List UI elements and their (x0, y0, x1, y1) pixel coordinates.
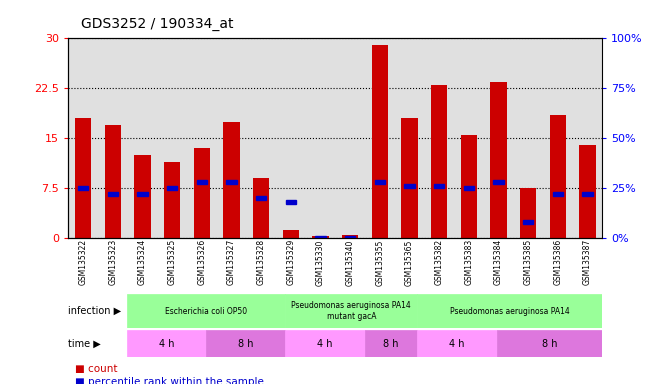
Bar (134, 155, 150, 238)
Bar (464, 186, 474, 190)
Bar (434, 184, 444, 189)
Bar (579, 145, 596, 238)
Bar (523, 220, 533, 224)
Bar (365, 330, 417, 357)
Bar (520, 188, 536, 238)
Bar (137, 192, 148, 197)
Bar (490, 82, 506, 238)
Bar (206, 330, 285, 357)
Bar (312, 236, 329, 238)
Text: GSM135384: GSM135384 (494, 239, 503, 285)
Text: 4 h: 4 h (449, 339, 465, 349)
Bar (105, 125, 121, 238)
Bar (256, 196, 266, 200)
Text: Escherichia coli OP50: Escherichia coli OP50 (165, 306, 247, 316)
Text: time ▶: time ▶ (68, 339, 101, 349)
Text: Pseudomonas aeruginosa PA14
mutant gacA: Pseudomonas aeruginosa PA14 mutant gacA (292, 301, 411, 321)
Text: GSM135324: GSM135324 (138, 239, 147, 285)
Bar (197, 180, 207, 184)
Text: GSM135365: GSM135365 (405, 239, 414, 286)
Text: GSM135385: GSM135385 (523, 239, 533, 285)
Bar (75, 118, 91, 238)
Bar (253, 178, 270, 238)
Bar (164, 162, 180, 238)
Bar (127, 330, 206, 357)
Text: infection ▶: infection ▶ (68, 306, 122, 316)
Bar (431, 85, 447, 238)
Bar (286, 200, 296, 204)
Text: 8 h: 8 h (383, 339, 398, 349)
Bar (345, 236, 355, 240)
Bar (493, 180, 504, 184)
Bar (223, 122, 240, 238)
Bar (549, 115, 566, 238)
Text: GSM135386: GSM135386 (553, 239, 562, 285)
Text: ■ percentile rank within the sample: ■ percentile rank within the sample (75, 377, 264, 384)
Text: GSM135322: GSM135322 (79, 239, 88, 285)
Text: 4 h: 4 h (159, 339, 174, 349)
Text: 4 h: 4 h (317, 339, 333, 349)
Bar (342, 235, 358, 238)
Text: GSM135326: GSM135326 (197, 239, 206, 285)
Text: 8 h: 8 h (542, 339, 557, 349)
Bar (374, 180, 385, 184)
Text: Pseudomonas aeruginosa PA14: Pseudomonas aeruginosa PA14 (450, 306, 570, 316)
Bar (404, 184, 415, 189)
Text: GSM135323: GSM135323 (108, 239, 117, 285)
Text: GSM135387: GSM135387 (583, 239, 592, 285)
Bar (582, 192, 592, 197)
Bar (460, 135, 477, 238)
Text: GSM135340: GSM135340 (346, 239, 355, 286)
Text: GSM135383: GSM135383 (464, 239, 473, 285)
Bar (193, 148, 210, 238)
Text: GSM135329: GSM135329 (286, 239, 296, 285)
Text: GDS3252 / 190334_at: GDS3252 / 190334_at (81, 17, 234, 31)
Bar (285, 294, 417, 328)
Text: GSM135382: GSM135382 (435, 239, 443, 285)
Bar (167, 186, 177, 190)
Bar (315, 236, 326, 240)
Text: 8 h: 8 h (238, 339, 253, 349)
Bar (78, 186, 89, 190)
Text: GSM135325: GSM135325 (168, 239, 176, 285)
Bar (417, 294, 602, 328)
Bar (553, 192, 563, 197)
Bar (401, 118, 417, 238)
Bar (127, 294, 285, 328)
Bar (497, 330, 602, 357)
Text: GSM135355: GSM135355 (375, 239, 384, 286)
Text: GSM135327: GSM135327 (227, 239, 236, 285)
Bar (417, 330, 497, 357)
Bar (227, 180, 237, 184)
Bar (285, 330, 365, 357)
Bar (372, 45, 388, 238)
Bar (283, 230, 299, 238)
Bar (107, 192, 118, 197)
Text: GSM135328: GSM135328 (256, 239, 266, 285)
Text: GSM135330: GSM135330 (316, 239, 325, 286)
Text: ■ count: ■ count (75, 364, 117, 374)
